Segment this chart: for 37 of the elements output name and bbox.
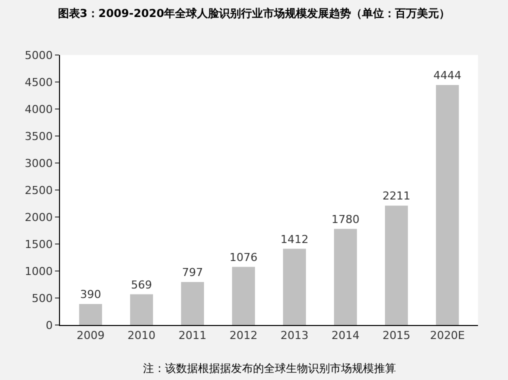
x-tick-label: 2011	[178, 329, 207, 342]
bar	[334, 228, 357, 325]
y-tick-label: 4500	[24, 76, 53, 89]
bar	[79, 304, 102, 325]
y-tick-label: 2000	[24, 210, 53, 224]
bar	[181, 282, 204, 325]
bar	[283, 248, 306, 325]
bar	[130, 294, 154, 325]
data-label: 569	[131, 278, 152, 292]
data-label: 390	[80, 288, 102, 301]
bar	[384, 206, 408, 325]
x-tick-label: 2020E	[430, 329, 465, 342]
x-tick-label: 2012	[230, 329, 258, 342]
x-tick-label: 2009	[76, 329, 105, 342]
y-tick-label: 1000	[24, 264, 53, 278]
data-label: 1412	[280, 232, 308, 246]
text: 注：该数据根据据发布的全球生物识别市场规模推算	[143, 362, 396, 375]
bar	[436, 85, 459, 325]
x-tick-label: 2013	[280, 329, 308, 342]
data-label: 797	[182, 266, 204, 279]
y-tick-label: 5000	[24, 48, 53, 62]
x-tick-label: 2014	[331, 329, 360, 342]
y-tick-label: 0	[46, 318, 53, 332]
x-tick-label: 2010	[128, 329, 156, 342]
data-label: 4444	[433, 69, 462, 82]
y-tick-label: 3500	[24, 130, 53, 143]
data-label: 1076	[230, 250, 258, 264]
y-tick-label: 2500	[24, 184, 53, 197]
x-tick-label: 2015	[382, 329, 410, 342]
y-tick-label: 500	[32, 292, 53, 305]
bar	[232, 266, 255, 325]
data-label: 1780	[331, 212, 360, 226]
y-tick-label: 1500	[24, 238, 53, 251]
data-label: 2211	[382, 190, 410, 203]
y-tick-label: 4000	[24, 102, 53, 116]
chart-title: 图表3：2009-2020年全球人脸识别行业市场规模发展趋势（单位：百万美元）	[58, 7, 450, 20]
y-tick-label: 3000	[24, 156, 53, 170]
